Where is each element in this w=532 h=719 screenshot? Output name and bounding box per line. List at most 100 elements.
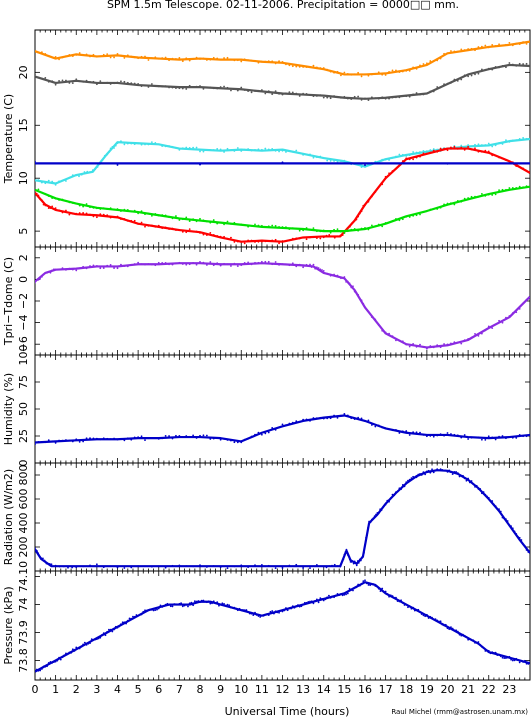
data-point	[326, 596, 329, 599]
data-point	[161, 261, 164, 264]
data-point	[154, 609, 157, 612]
data-point	[369, 584, 372, 587]
data-point	[417, 608, 420, 611]
data-point	[37, 188, 40, 191]
data-point	[273, 612, 275, 615]
data-point	[223, 57, 225, 59]
data-point	[233, 606, 236, 609]
data-point	[260, 433, 263, 436]
y-tick-label: −2	[17, 293, 30, 309]
data-point	[317, 267, 320, 269]
data-point	[37, 179, 40, 181]
data-point	[506, 656, 509, 659]
data-point	[65, 268, 67, 271]
data-point	[109, 628, 112, 631]
data-point	[291, 91, 294, 94]
data-point	[460, 144, 463, 147]
data-point	[51, 56, 54, 59]
data-point	[178, 219, 181, 221]
data-point	[202, 599, 205, 602]
data-point	[391, 595, 394, 597]
data-point	[312, 95, 315, 98]
data-point	[422, 93, 425, 96]
data-point	[374, 425, 377, 428]
data-point	[357, 293, 360, 296]
data-point	[278, 60, 280, 63]
data-point	[48, 562, 51, 565]
data-point	[47, 54, 50, 57]
x-tick-label: 11	[255, 683, 269, 696]
data-point	[106, 81, 109, 84]
data-point	[379, 590, 382, 593]
data-point	[199, 564, 201, 567]
data-point	[456, 199, 459, 202]
y-tick-label: 10	[17, 171, 30, 185]
data-point	[395, 69, 397, 72]
data-point	[518, 536, 521, 539]
data-point	[288, 564, 291, 567]
data-point	[175, 146, 177, 149]
data-point	[312, 227, 315, 230]
data-point	[288, 150, 291, 152]
data-point	[278, 242, 280, 245]
y-axis-label: Temperature (C)	[2, 94, 15, 184]
data-point	[233, 59, 236, 62]
data-point	[140, 210, 143, 212]
data-point	[35, 279, 38, 281]
data-point	[178, 87, 181, 90]
data-point	[35, 160, 36, 163]
data-point	[61, 211, 64, 214]
data-point	[419, 151, 421, 153]
data-point	[505, 188, 507, 191]
x-tick-label: 13	[296, 683, 310, 696]
data-point	[346, 230, 349, 233]
data-point	[214, 602, 217, 605]
data-point	[305, 66, 308, 68]
data-point	[199, 434, 201, 437]
data-point	[348, 225, 351, 228]
data-point	[357, 583, 360, 586]
data-point	[226, 567, 229, 570]
data-point	[65, 55, 67, 58]
data-point	[209, 602, 212, 605]
data-point	[230, 606, 232, 609]
data-point	[295, 92, 298, 95]
data-point	[522, 543, 525, 546]
data-point	[419, 343, 421, 346]
data-point	[250, 239, 253, 242]
data-point	[496, 507, 499, 510]
data-point	[219, 264, 222, 267]
data-point	[133, 263, 136, 265]
data-point	[102, 207, 105, 210]
data-point	[157, 57, 160, 60]
data-point	[487, 435, 490, 438]
y-axis-label: Pressure (kPa)	[2, 586, 15, 664]
x-tick-label: 14	[317, 683, 331, 696]
data-point	[350, 589, 353, 591]
data-point	[233, 262, 236, 265]
data-point	[343, 412, 346, 415]
data-point	[350, 98, 353, 101]
data-point	[372, 583, 375, 585]
data-point	[381, 506, 384, 509]
data-point	[195, 230, 198, 233]
data-point	[479, 643, 482, 646]
data-point	[223, 151, 225, 153]
data-point	[333, 414, 335, 417]
data-point	[224, 604, 227, 607]
data-point	[54, 442, 57, 444]
data-point	[355, 218, 358, 221]
data-point	[175, 87, 177, 89]
data-point	[329, 231, 332, 234]
data-point	[140, 85, 143, 88]
data-point	[359, 559, 362, 562]
data-point	[264, 613, 267, 616]
data-point	[164, 261, 167, 264]
data-point	[92, 264, 95, 267]
data-point	[250, 59, 253, 62]
data-point	[130, 219, 133, 222]
data-point	[401, 153, 404, 156]
data-point	[51, 661, 54, 664]
data-point	[99, 208, 102, 210]
data-point	[123, 265, 126, 267]
